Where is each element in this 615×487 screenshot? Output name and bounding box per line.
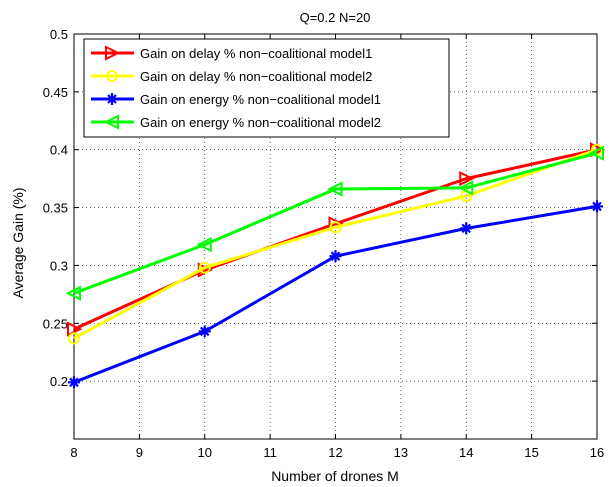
- x-tick-label: 11: [263, 445, 277, 460]
- x-axis-label: Number of drones M: [271, 468, 399, 484]
- y-tick-label: 0.35: [43, 201, 68, 216]
- legend-label-2: Gain on delay % non−coalitional model2: [140, 69, 372, 84]
- x-tick-label: 12: [328, 445, 342, 460]
- legend: Gain on delay % non−coalitional model1 Ga…: [83, 38, 450, 138]
- x-tick-label: 14: [459, 445, 473, 460]
- x-tick-label: 8: [70, 445, 77, 460]
- series-3-point: [68, 376, 80, 389]
- y-tick-label: 0.2: [50, 374, 68, 389]
- legend-marker-1: [105, 45, 121, 61]
- legend-label-3: Gain on energy % non−coalitional model1: [140, 92, 381, 107]
- legend-box: [83, 38, 450, 138]
- x-tick-label: 16: [590, 445, 604, 460]
- legend-label-1: Gain on delay % non−coalitional model1: [140, 46, 372, 61]
- x-tick-label: 10: [198, 445, 212, 460]
- series-1-point: [459, 171, 475, 187]
- x-tick-label: 15: [524, 445, 538, 460]
- series-4-point: [327, 181, 343, 197]
- y-tick-label: 0.4: [50, 143, 68, 158]
- series-3-point: [329, 250, 342, 263]
- series-3-point: [591, 200, 603, 213]
- series-line-2: [73, 148, 598, 340]
- series-4-point: [196, 236, 212, 253]
- y-tick-label: 0.25: [43, 316, 68, 331]
- x-tick-label: 9: [136, 445, 143, 460]
- series-4-point: [65, 285, 81, 301]
- series-3-point: [198, 325, 211, 338]
- y-tick-label: 0.3: [50, 258, 68, 273]
- series-2-point: [198, 261, 211, 274]
- series-line-4: [73, 151, 598, 295]
- series-2-point: [329, 221, 342, 234]
- legend-marker-3: [106, 93, 118, 105]
- legend-label-4: Gain on energy % non−coalitional model2: [140, 115, 381, 130]
- legend-marker-4: [103, 114, 119, 130]
- series-4-point: [458, 180, 474, 196]
- legend-marker-2: [106, 70, 118, 82]
- series-1-point: [67, 321, 83, 337]
- x-tick-label: 13: [394, 445, 408, 460]
- series-2-point: [68, 332, 80, 345]
- y-tick-label: 0.45: [43, 85, 68, 100]
- series-4-point: [588, 145, 604, 161]
- plot-frame: [73, 33, 598, 440]
- y-axis-label: Average Gain (%): [10, 187, 26, 298]
- chart-title: Q=0.2 N=20: [300, 10, 371, 25]
- y-tick-label: 0.5: [50, 27, 68, 42]
- series-3-point: [460, 222, 473, 235]
